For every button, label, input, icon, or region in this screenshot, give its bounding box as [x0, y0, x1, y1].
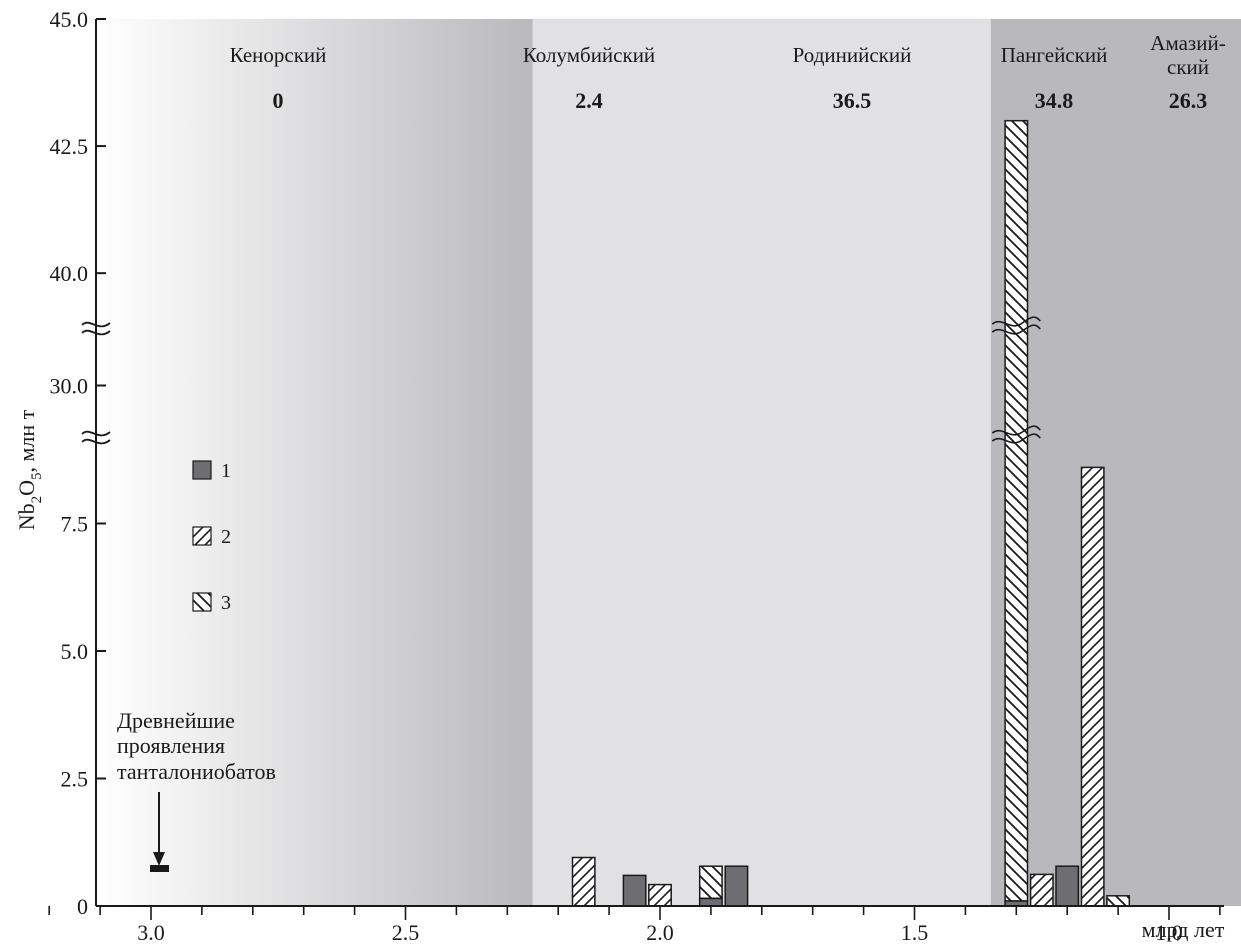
bar-1.15-series-2	[1080, 466, 1105, 907]
oldest-occurrence-annotation: Древнейшие проявления танталониобатов	[117, 708, 276, 872]
legend-swatch-1	[192, 460, 212, 480]
cycle-name-pangea: Пангейский	[1001, 43, 1108, 67]
bar-1.2-series-1	[1055, 865, 1080, 907]
legend-label-1: 1	[221, 460, 231, 482]
annotation-line-3: танталониобатов	[117, 759, 276, 784]
legend-swatch-3	[192, 592, 212, 612]
legend-label-2: 2	[221, 526, 231, 548]
bar-1.85-series-1	[724, 865, 749, 907]
annotation-line-2: проявления	[117, 733, 225, 758]
bar-break-mark-1.3-1a	[991, 433, 1041, 444]
y-axis-title: Nb2O5, млн т	[14, 409, 45, 530]
bar-1.25-series-2	[1029, 873, 1054, 907]
annotation-line-1: Древнейшие	[117, 708, 235, 733]
y-tick-label-40.0: 40.0	[50, 261, 89, 286]
cycle-band-2	[532, 19, 991, 906]
y-break-mark-2a	[81, 329, 111, 336]
y-break-mark-2b	[81, 321, 111, 328]
x-tick-label-3.0: 3.0	[137, 920, 165, 945]
y-break-mark-1b	[81, 430, 111, 437]
x-axis-title: млрд лет	[1142, 917, 1225, 942]
cycle-bands	[97, 19, 1241, 906]
legend-swatch-2	[192, 526, 212, 546]
annotation-arrowhead	[153, 852, 165, 866]
y-tick-label-7.5: 7.5	[61, 512, 89, 537]
cycle-name-kenor: Кенорский	[230, 43, 327, 67]
x-tick-label-2.5: 2.5	[392, 920, 420, 945]
bar-1.3-series-3	[1004, 119, 1029, 902]
cycle-band-1	[97, 19, 533, 906]
y-tick-label-5.0: 5.0	[61, 639, 89, 664]
bar-break-mark-1.3-2a	[991, 324, 1041, 335]
cycle-name-amasia-line2: ский	[1167, 55, 1209, 79]
y-tick-label-2.5: 2.5	[61, 767, 89, 792]
bar-1.1-series-3	[1106, 895, 1131, 907]
cycle-total-columbia: 2.4	[575, 88, 603, 113]
x-tick-label-2.0: 2.0	[646, 920, 674, 945]
cycle-total-pangea: 34.8	[1035, 88, 1074, 113]
cycle-band-3	[990, 19, 1241, 906]
oldest-occurrence-marker	[150, 865, 169, 872]
cycle-labels: Кенорский 0 Колумбийский 2.4 Родинийский…	[230, 31, 1226, 113]
cycle-total-kenor: 0	[273, 88, 284, 113]
bar-2.05-series-1	[622, 874, 647, 907]
legend: 1 2 3	[192, 460, 231, 614]
y-tick-label-45.0: 45.0	[50, 7, 89, 32]
cycle-name-amasia: Амазий-	[1150, 31, 1225, 55]
bar-break-mark-1.3-1b	[991, 425, 1041, 436]
y-break-mark-1a	[81, 438, 111, 445]
x-tick-label-1.0: 1.0	[1155, 920, 1183, 945]
bar-break-mark-1.3-2b	[991, 316, 1041, 327]
cycle-total-amasia: 26.3	[1169, 88, 1208, 113]
cycle-name-rodinia: Родинийский	[793, 43, 912, 67]
bar-2.15-series-2	[571, 856, 596, 907]
y-tick-label-0: 0	[77, 894, 88, 919]
cycle-total-rodinia: 36.5	[833, 88, 872, 113]
y-tick-label-30.0: 30.0	[50, 374, 89, 399]
bar-1.9-series-1	[698, 897, 723, 907]
cycle-name-columbia: Колумбийский	[523, 43, 655, 67]
bars-group	[571, 119, 1131, 907]
bar-2-series-2	[648, 883, 672, 907]
y-tick-label-42.5: 42.5	[50, 134, 89, 159]
x-tick-label-1.5: 1.5	[901, 920, 929, 945]
legend-label-3: 3	[221, 592, 231, 614]
axes-group: 0 2.5 5.0 7.5 30.0 40.0 42.5 45.0 3.0 2.5 2.0 1.5 1.…	[48, 7, 1224, 945]
bar-1.9-series-3	[698, 865, 723, 900]
